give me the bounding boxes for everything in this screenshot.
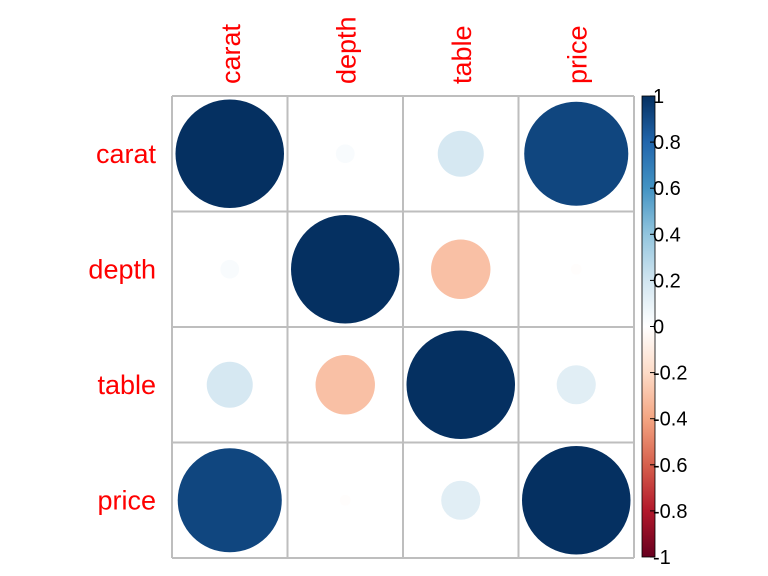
colorbar-tick-label: 0.6 (653, 178, 681, 200)
correlation-glyphs (175, 99, 631, 555)
column-label-table: table (447, 25, 477, 84)
circle-carat-price (524, 101, 629, 206)
circle-depth-carat (220, 259, 240, 279)
colorbar-tick-label: 0.2 (653, 270, 681, 292)
row-label-carat: carat (96, 139, 157, 169)
circle-depth-depth (291, 215, 400, 324)
circle-price-carat (177, 448, 282, 553)
circle-table-depth (315, 355, 375, 415)
column-label-price: price (562, 25, 592, 84)
colorbar-tick-label: -0.4 (653, 409, 687, 431)
matrix-grid (171, 95, 635, 559)
colorbar-tick-label: 0.4 (653, 224, 681, 246)
circle-depth-price (570, 263, 582, 275)
colorbar-tick-label: -1 (653, 547, 671, 569)
circle-carat-carat (175, 99, 284, 208)
row-label-depth: depth (88, 254, 156, 284)
circle-carat-depth (335, 144, 355, 164)
column-label-carat: carat (216, 23, 246, 84)
colorbar-tick-label: 0.8 (653, 132, 681, 154)
circle-price-price (522, 446, 631, 555)
circle-depth-table (431, 239, 491, 299)
circle-carat-table (437, 130, 484, 177)
colorbar-tick-label: 1 (653, 86, 664, 108)
circle-table-carat (206, 361, 253, 408)
circle-price-table (441, 480, 481, 520)
colorbar-tick-label: 0 (653, 317, 664, 339)
row-label-price: price (97, 485, 156, 515)
circle-table-table (406, 330, 515, 439)
row-label-table: table (97, 370, 156, 400)
column-labels: carat depth table price (216, 16, 593, 84)
circle-table-price (556, 365, 596, 405)
colorbar-tick-label: -0.8 (653, 501, 687, 523)
colorbar: 1 0.8 0.6 0.4 0.2 0 -0.2 -0.4 -0.6 -0.8 -1 (641, 86, 687, 569)
row-labels: carat depth table price (88, 139, 156, 516)
circle-price-depth (339, 494, 351, 506)
colorbar-tick-label: -0.2 (653, 363, 687, 385)
column-label-depth: depth (331, 16, 361, 84)
colorbar-tick-label: -0.6 (653, 455, 687, 477)
